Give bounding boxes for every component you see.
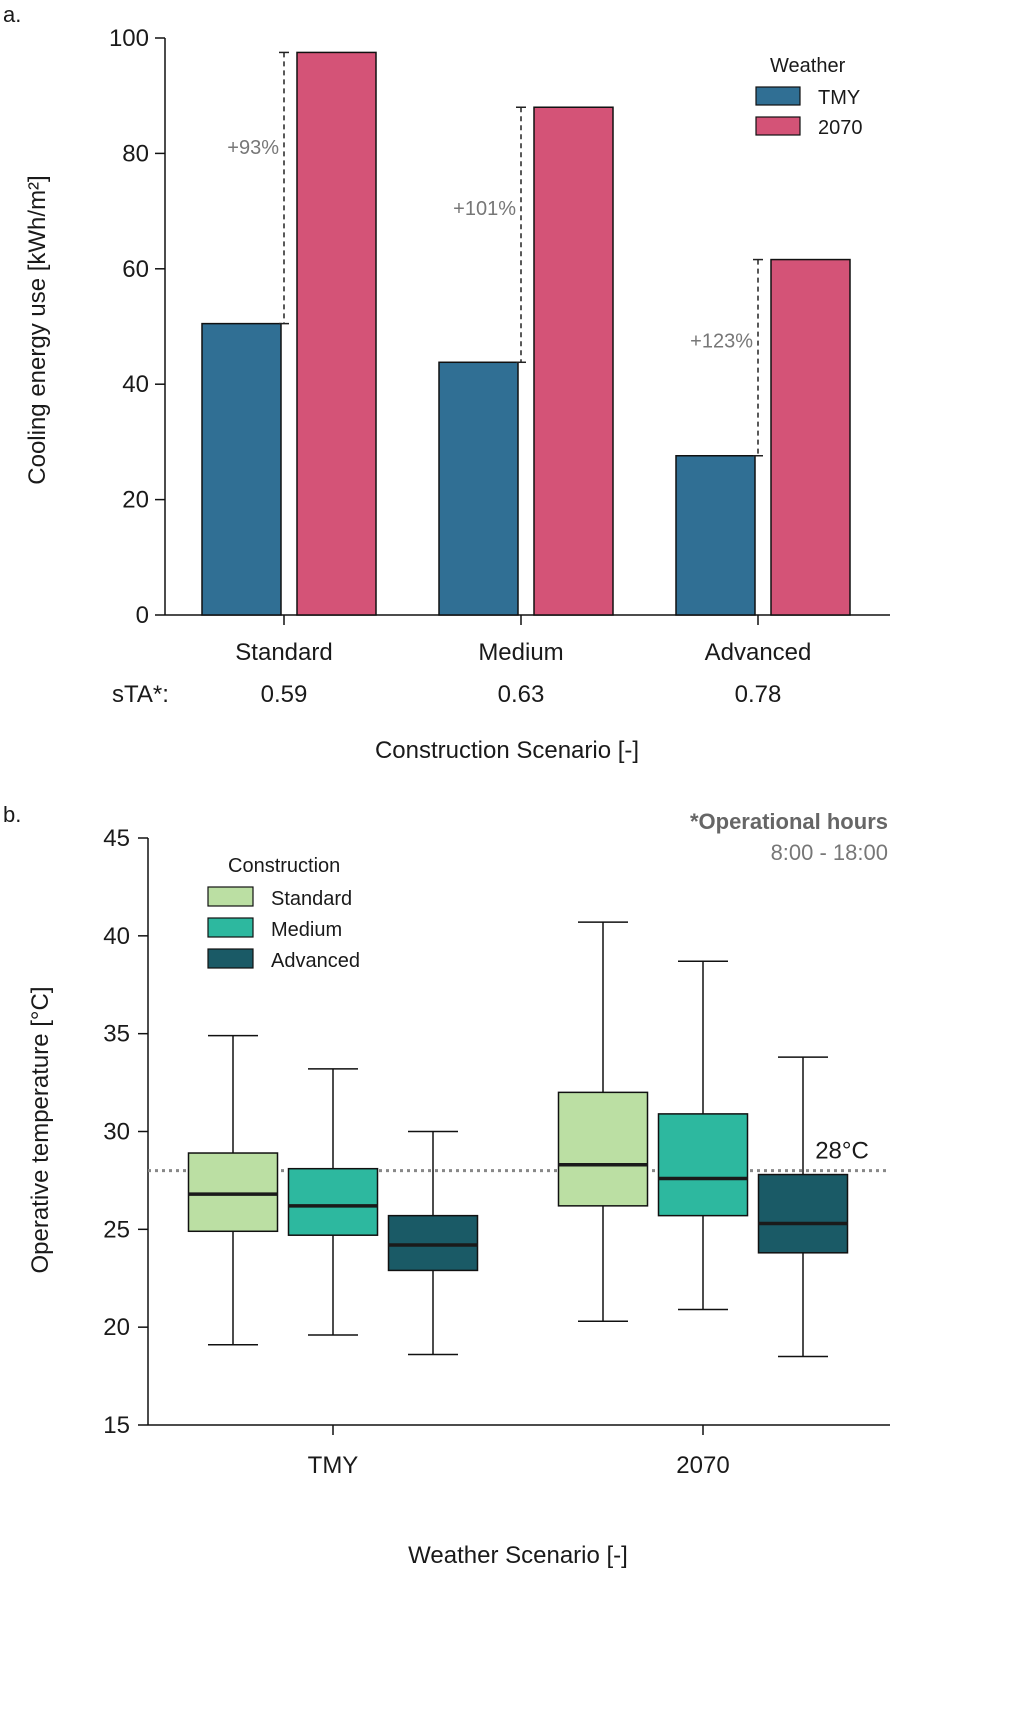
category-label: Advanced: [705, 639, 812, 666]
box-medium: [287, 1167, 379, 1236]
category-label: Medium: [478, 639, 563, 666]
legend-title-a: Weather: [770, 55, 846, 77]
box-standard: [187, 1152, 279, 1233]
y-tick-label-a: 40: [122, 371, 149, 398]
y-axis-title-a: Cooling energy use [kWh/m²]: [24, 175, 51, 484]
y-tick-label-b: 15: [103, 1412, 130, 1439]
box-medium: [657, 1113, 749, 1217]
sta-value: 0.78: [735, 681, 782, 708]
x-axis-title-b: Weather Scenario [-]: [408, 1542, 628, 1569]
percent-increase-label: +93%: [227, 137, 279, 159]
legend-title-b: Construction: [228, 855, 340, 877]
operational-hours-title: *Operational hours: [690, 809, 888, 834]
category-label: Standard: [235, 639, 332, 666]
y-tick-label-b: 25: [103, 1216, 130, 1243]
bar-tmy: [675, 454, 756, 616]
y-tick-label-a: 20: [122, 487, 149, 514]
bar-2070: [533, 106, 614, 616]
y-tick-label-b: 40: [103, 923, 130, 950]
y-tick-label-b: 30: [103, 1119, 130, 1146]
bar-tmy: [438, 361, 519, 616]
panel-a: a. 0 20 40 60 80 100 +93% Standard 0.59 +101% Mediu…: [3, 2, 890, 764]
legend-label-b: Advanced: [271, 950, 360, 972]
legend-label-b: Medium: [271, 919, 342, 941]
legend-swatch-b: [207, 886, 254, 907]
y-tick-label-a: 60: [122, 256, 149, 283]
box-standard: [557, 1091, 649, 1207]
operational-hours-text: 8:00 - 18:00: [771, 840, 888, 865]
y-axis-title-b: Operative temperature [°C]: [27, 986, 54, 1273]
legend-swatch-a: [755, 86, 801, 106]
percent-increase-label: +101%: [453, 198, 516, 220]
bar-2070: [296, 51, 377, 616]
y-tick-label-b: 20: [103, 1314, 130, 1341]
reference-line-label: 28°C: [815, 1138, 869, 1165]
legend-swatch-a: [755, 116, 801, 136]
y-tick-label-b: 35: [103, 1021, 130, 1048]
y-tick-label-a: 0: [136, 602, 149, 629]
bar-tmy: [201, 322, 282, 616]
panel-label-a: a.: [3, 2, 21, 27]
panel-label-b: b.: [3, 802, 21, 827]
box-advanced: [387, 1214, 479, 1272]
legend-label-b: Standard: [271, 888, 352, 910]
sta-value: 0.63: [498, 681, 545, 708]
percent-increase-label: +123%: [690, 331, 753, 353]
x-axis-title-a: Construction Scenario [-]: [375, 737, 639, 764]
sta-value: 0.59: [261, 681, 308, 708]
y-tick-label-a: 100: [109, 25, 149, 52]
legend-swatch-b: [207, 948, 254, 969]
y-tick-label-b: 45: [103, 825, 130, 852]
weather-category-label: TMY: [308, 1452, 359, 1479]
box-advanced: [757, 1173, 849, 1254]
weather-category-label: 2070: [676, 1452, 729, 1479]
panel-b: b. 15 20 25 30 35 40 45 28°C TMY 2070 Weather Scena…: [3, 802, 890, 1569]
legend-label-a: TMY: [818, 87, 860, 109]
sta-row-label: sTA*:: [112, 681, 169, 708]
bar-2070: [770, 258, 851, 616]
legend-label-a: 2070: [818, 117, 863, 139]
legend-swatch-b: [207, 917, 254, 938]
y-tick-label-a: 80: [122, 140, 149, 167]
